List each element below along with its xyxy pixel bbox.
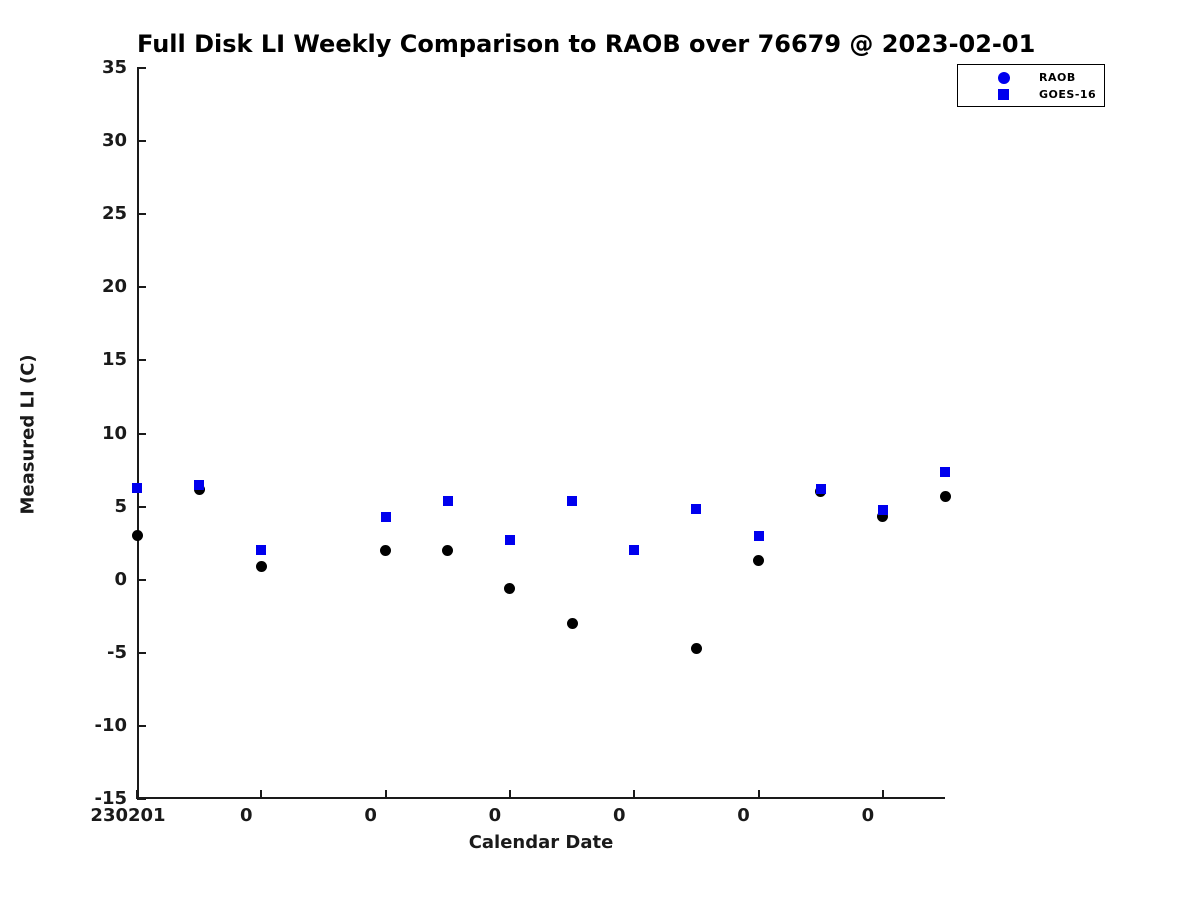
y-tick-mark [137,651,146,654]
data-point-goes16 [629,545,640,556]
data-point-raob [753,555,765,567]
data-point-raob [566,618,578,630]
plot-area [137,68,945,799]
y-tick-mark [137,67,146,69]
x-tick-mark [508,790,511,799]
data-point-raob [877,510,889,522]
square-legend-marker-icon [998,89,1009,100]
x-tick-mark [384,790,387,799]
x-tick-label: 0 [364,805,377,826]
x-tick-mark [633,790,636,799]
data-point-goes16 [815,484,826,495]
legend-label-goes16: GOES-16 [1039,88,1097,101]
x-tick-label: 0 [488,805,502,826]
y-tick-label: 5 [114,495,127,517]
data-point-goes16 [877,504,888,515]
x-tick-label: 0 [861,805,875,826]
y-tick-mark [137,432,146,435]
data-point-goes16 [380,511,391,522]
data-point-goes16 [504,535,515,546]
data-point-raob [442,544,454,556]
y-tick-label: -10 [94,714,127,736]
data-point-goes16 [753,530,764,541]
data-point-goes16 [940,466,950,477]
y-tick-mark [137,505,146,508]
y-tick-label: 0 [114,568,127,590]
y-tick-mark [137,286,146,289]
x-tick-mark [881,790,884,799]
data-point-goes16 [567,495,578,506]
data-point-raob [255,561,267,573]
y-tick-label: 25 [101,203,127,225]
x-tick-label: 0 [240,805,253,826]
x-tick-mark [757,790,760,799]
legend-row: RAOB [958,69,1104,86]
x-tick-label: 0 [612,805,626,826]
y-tick-label: 15 [101,349,127,371]
legend: RAOB GOES-16 [957,64,1105,107]
data-point-raob [939,490,951,502]
y-tick-mark [137,798,146,800]
data-point-goes16 [442,495,453,506]
y-axis-label: Measured LI (C) [17,354,39,515]
chart-title: Full Disk LI Weekly Comparison to RAOB o… [137,30,1036,58]
y-tick-label: -5 [107,641,127,663]
data-point-goes16 [256,545,267,556]
data-point-raob [504,582,516,594]
y-tick-mark [137,578,146,581]
data-point-goes16 [194,479,205,490]
circle-legend-marker-icon [998,71,1010,84]
data-point-goes16 [691,503,702,514]
x-tick-label: 0 [737,805,750,826]
y-tick-label: 30 [101,130,127,152]
y-tick-mark [137,359,146,362]
y-tick-label: 20 [101,276,127,298]
data-point-goes16 [132,482,142,493]
data-point-raob [690,642,702,654]
y-tick-mark [137,213,146,216]
data-point-raob [380,544,392,556]
y-tick-label: 35 [101,57,127,78]
y-tick-label: -15 [94,788,127,809]
x-tick-mark [260,790,263,799]
legend-label-raob: RAOB [1039,71,1076,84]
x-tick-label: 230201 [90,805,166,826]
y-tick-mark [137,724,146,727]
y-tick-mark [137,140,146,143]
y-tick-label: 10 [101,422,127,444]
x-axis-label: Calendar Date [468,832,614,853]
data-point-raob [131,530,143,542]
legend-row: GOES-16 [958,86,1104,103]
x-tick-mark [136,790,138,799]
